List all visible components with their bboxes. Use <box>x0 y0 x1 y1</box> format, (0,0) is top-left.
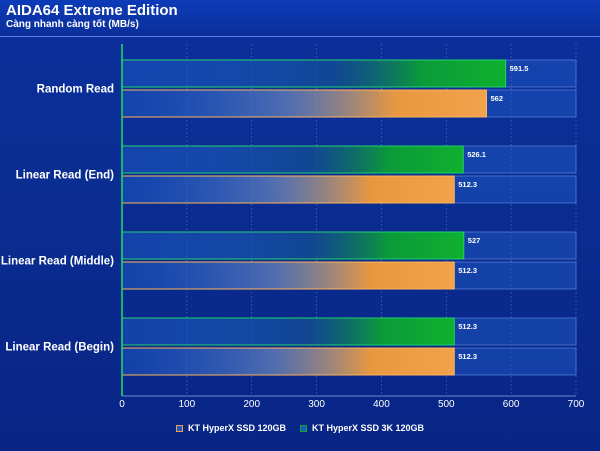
legend-item-hyperx-3k-120gb: KT HyperX SSD 3K 120GB <box>300 423 424 433</box>
legend-swatch-green <box>300 424 307 432</box>
legend-label: KT HyperX SSD 120GB <box>187 423 286 433</box>
value-label: 512.3 <box>458 322 477 331</box>
bar-hyperx-1 <box>121 89 487 118</box>
category-label: Linear Read (End) <box>16 170 115 182</box>
x-tick-label: 100 <box>179 399 196 410</box>
chart-legend: KT HyperX SSD 120GB KT HyperX SSD 3K 120… <box>0 420 600 436</box>
bar-hyperx-3k-1 <box>121 59 507 88</box>
x-tick-label: 500 <box>438 399 455 410</box>
chart-subtitle: Càng nhanh càng tốt (MB/s) <box>6 19 139 30</box>
x-tick-label: 600 <box>503 399 520 410</box>
x-tick-label: 700 <box>568 399 585 410</box>
value-label: 512.3 <box>458 352 477 361</box>
x-tick-label: 200 <box>243 399 260 410</box>
bar-hyperx-3k-4 <box>121 317 455 346</box>
bar-hyperx-3k-2 <box>121 145 464 174</box>
value-label: 512.3 <box>458 266 477 275</box>
x-tick-label: 400 <box>373 399 390 410</box>
legend-item-hyperx-120gb: KT HyperX SSD 120GB <box>175 423 286 433</box>
category-label: Random Read <box>37 84 114 96</box>
chart-header: AIDA64 Extreme Edition Càng nhanh càng t… <box>0 0 600 37</box>
x-tick-label: 0 <box>119 399 125 410</box>
bar-hyperx-4 <box>121 347 455 376</box>
value-label: 591.5 <box>510 64 529 73</box>
category-label: Linear Read (Begin) <box>5 342 114 354</box>
bar-hyperx-3k-3 <box>121 231 465 260</box>
value-label: 526.1 <box>467 150 486 159</box>
category-label: Linear Read (Middle) <box>1 256 114 268</box>
bar-hyperx-3 <box>121 261 455 290</box>
legend-label: KT HyperX SSD 3K 120GB <box>312 423 425 433</box>
value-label: 512.3 <box>458 180 477 189</box>
legend-swatch-orange <box>175 424 183 432</box>
x-tick-label: 300 <box>308 399 325 410</box>
chart-title: AIDA64 Extreme Edition <box>6 2 178 19</box>
value-label: 527 <box>468 236 481 245</box>
bar-hyperx-2 <box>121 175 455 204</box>
value-label: 562 <box>490 94 503 103</box>
